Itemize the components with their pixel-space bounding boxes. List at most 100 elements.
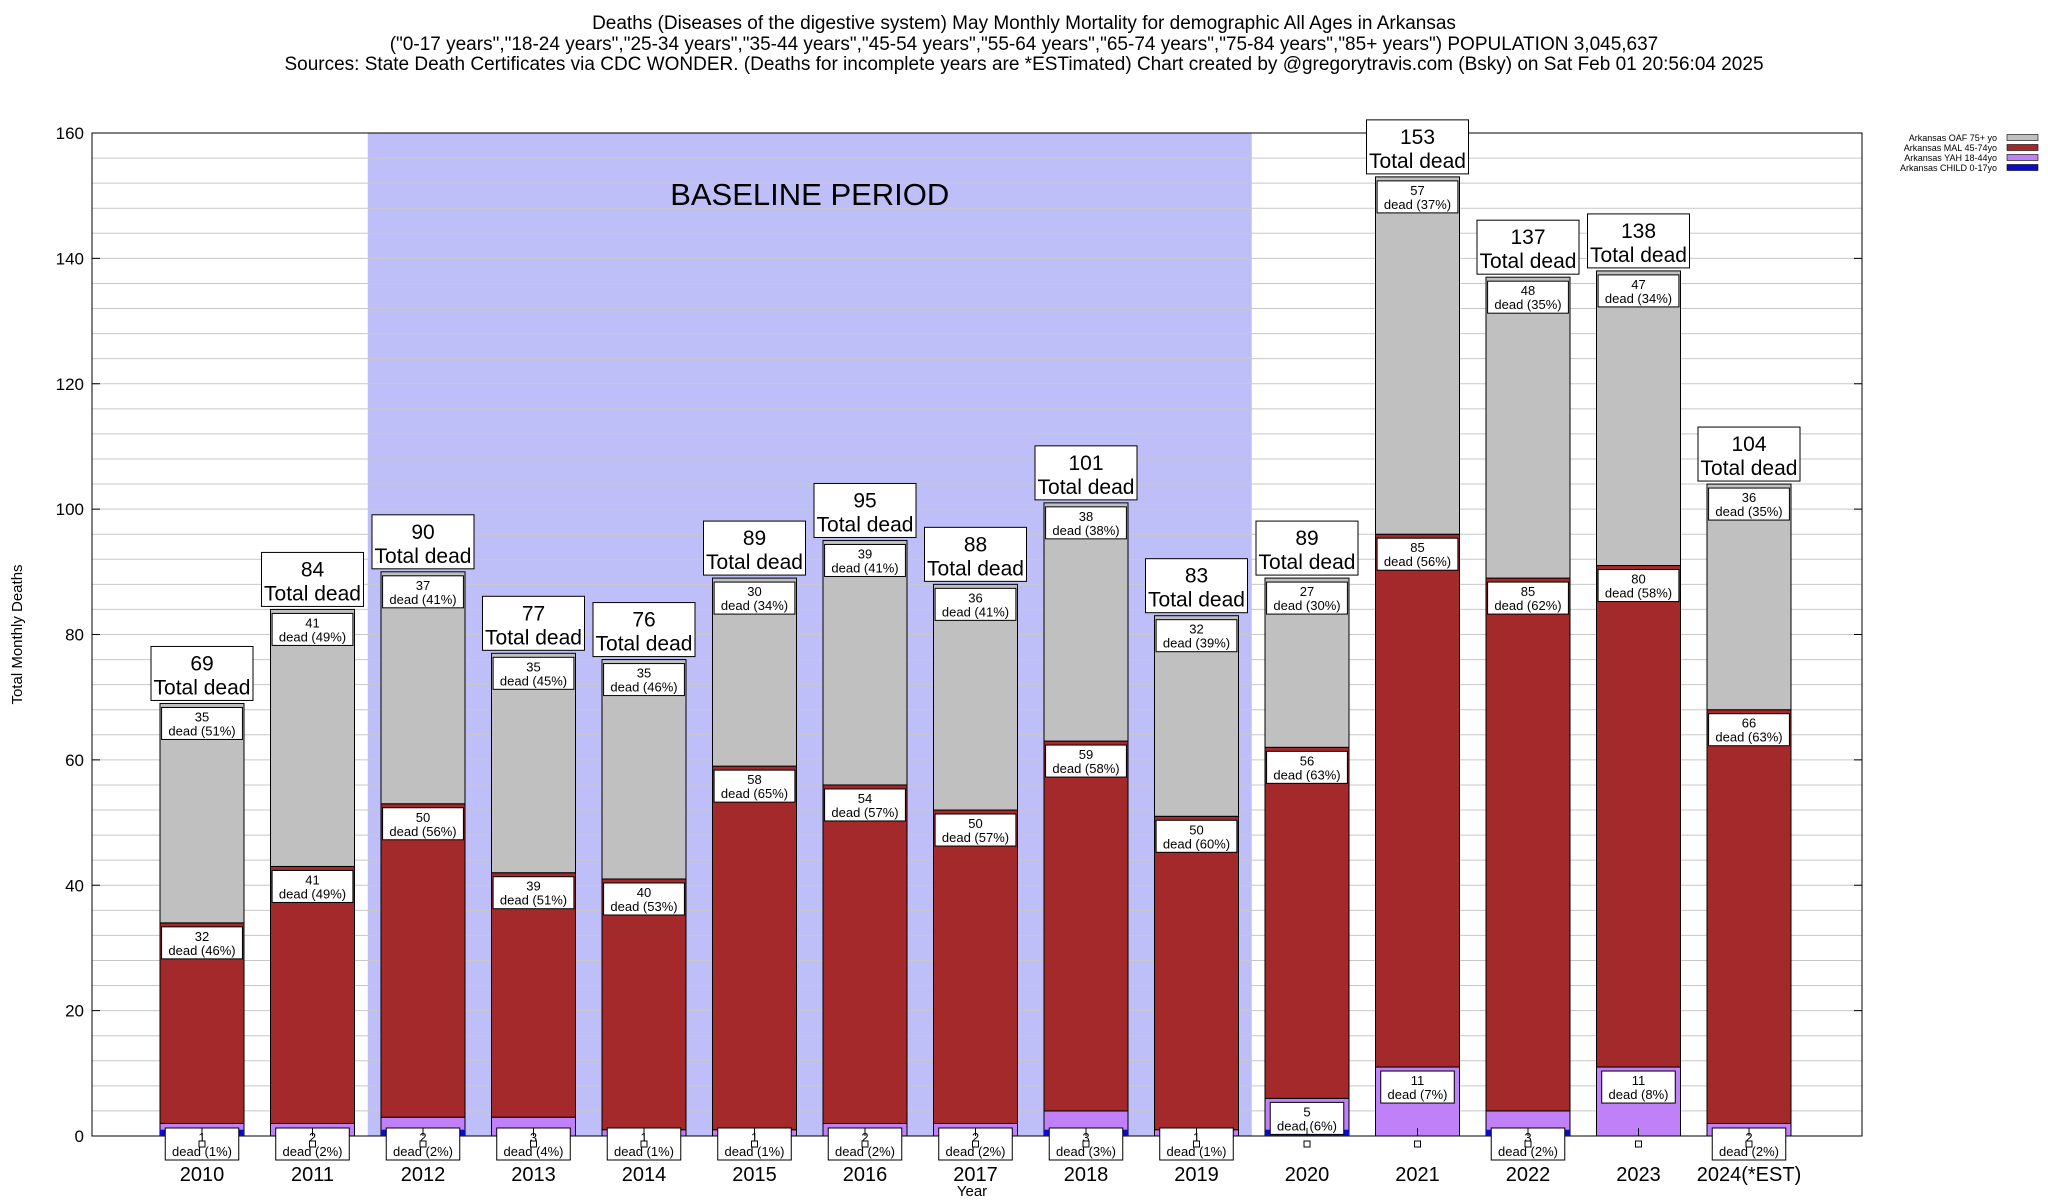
mal-label-count: 32 <box>195 929 209 944</box>
child-marker <box>1635 1140 1642 1148</box>
yah-label-percent: dead (2%) <box>946 1144 1006 1159</box>
bar-segment-oaf <box>1485 276 1571 579</box>
yah-label-percent: dead (2%) <box>283 1144 343 1159</box>
child-marker <box>198 1140 206 1148</box>
total-label-box <box>1034 445 1138 501</box>
yah-label-count: 3 <box>530 1130 537 1145</box>
yah-label-box <box>1380 1070 1455 1104</box>
yah-label-count: 1 <box>198 1130 205 1145</box>
oaf-label-count: 36 <box>968 590 982 605</box>
chart-subtitle-sources: Sources: State Death Certificates via CD… <box>284 54 1764 75</box>
legend-label-mal: Arkansas MAL 45-74yo <box>1904 143 1997 153</box>
yah-label-count: 2 <box>861 1130 868 1145</box>
yah-label-percent: dead (8%) <box>1609 1087 1669 1102</box>
mal-label-percent: dead (53%) <box>610 899 677 914</box>
legend-swatch-child <box>2006 164 2039 171</box>
mal-label-box <box>1376 537 1459 571</box>
mal-label-box <box>824 788 906 822</box>
mal-label-box <box>934 813 1017 847</box>
legend-swatch-mal <box>2006 144 2039 151</box>
bar-segment-mal <box>1596 565 1681 1068</box>
chart-subtitle-age-groups: ("0-17 years","18-24 years","25-34 years… <box>389 34 1659 55</box>
mal-label-percent: dead (51%) <box>500 893 567 908</box>
mal-label-percent: dead (62%) <box>1494 598 1561 613</box>
yah-label-count: 3 <box>1082 1130 1089 1145</box>
bar-segment-mal <box>712 765 797 1131</box>
total-label-count: 89 <box>743 527 766 550</box>
mal-label-box <box>713 769 796 803</box>
y-tick-label: 20 <box>65 1002 84 1021</box>
yah-label-count: 5 <box>1303 1104 1310 1119</box>
child-marker <box>1303 1140 1311 1148</box>
total-label-text: Total dead <box>485 626 582 649</box>
total-label-box <box>592 602 696 658</box>
mal-label-count: 54 <box>858 791 872 806</box>
total-label-count: 77 <box>522 602 545 625</box>
oaf-label-box <box>713 581 796 615</box>
bar-segment-mal <box>1043 740 1129 1112</box>
oaf-label-box <box>161 706 243 740</box>
oaf-label-percent: dead (35%) <box>1494 297 1561 312</box>
child-marker <box>861 1140 869 1148</box>
y-tick-label: 40 <box>65 876 84 895</box>
oaf-label-count: 30 <box>747 584 761 599</box>
y-axis-title: Total Monthly Deaths <box>9 564 26 704</box>
total-label-text: Total dead <box>706 551 803 574</box>
total-label-box <box>924 526 1027 582</box>
mal-label-count: 50 <box>1189 822 1203 837</box>
oaf-label-box <box>1045 506 1127 540</box>
child-marker <box>1082 1140 1090 1148</box>
bar-segment-oaf <box>1043 502 1129 742</box>
total-label-count: 76 <box>632 609 655 632</box>
total-label-count: 83 <box>1185 565 1208 588</box>
mal-label-percent: dead (49%) <box>279 886 346 901</box>
yah-label-percent: dead (1%) <box>725 1144 785 1159</box>
oaf-label-count: 41 <box>305 615 319 630</box>
mal-label-count: 80 <box>1631 572 1645 587</box>
oaf-label-percent: dead (41%) <box>942 604 1009 619</box>
mal-label-count: 85 <box>1410 540 1424 555</box>
mal-label-count: 39 <box>526 879 540 894</box>
oaf-label-box <box>1376 180 1459 214</box>
mal-label-count: 56 <box>1300 753 1314 768</box>
mal-label-box <box>1597 569 1680 603</box>
yah-label-count: 2 <box>1745 1130 1752 1145</box>
total-label-count: 138 <box>1621 220 1656 243</box>
mal-label-box <box>1708 713 1790 747</box>
oaf-label-count: 57 <box>1410 183 1424 198</box>
total-label-count: 95 <box>853 489 876 512</box>
yah-label-count: 2 <box>972 1130 979 1145</box>
x-tick-label: 2014 <box>622 1164 667 1186</box>
yah-label-count: 11 <box>1632 1073 1646 1088</box>
total-label-text: Total dead <box>1259 551 1356 574</box>
bar-segment-oaf <box>822 539 908 786</box>
oaf-label-percent: dead (49%) <box>279 629 346 644</box>
mal-label-percent: dead (60%) <box>1163 836 1230 851</box>
x-tick-label: 2024(*EST) <box>1697 1164 1802 1186</box>
mal-label-box <box>603 882 685 916</box>
yah-label-percent: dead (1%) <box>1167 1144 1227 1159</box>
x-tick-label: 2010 <box>180 1164 225 1186</box>
x-tick-label: 2020 <box>1285 1164 1330 1186</box>
yah-label-count: 2 <box>309 1130 316 1145</box>
oaf-label-box <box>1597 274 1680 308</box>
total-label-box <box>1255 520 1359 576</box>
mal-label-percent: dead (58%) <box>1052 761 1119 776</box>
x-tick-label: 2018 <box>1064 1164 1109 1186</box>
total-label-count: 89 <box>1295 527 1318 550</box>
total-label-box <box>703 520 806 576</box>
total-label-text: Total dead <box>264 582 361 605</box>
yah-label-count: 11 <box>1411 1073 1425 1088</box>
mal-label-count: 50 <box>968 816 982 831</box>
oaf-label-count: 39 <box>858 546 872 561</box>
mal-label-percent: dead (63%) <box>1715 730 1782 745</box>
total-label-text: Total dead <box>1148 589 1245 612</box>
oaf-label-count: 48 <box>1521 283 1535 298</box>
child-marker <box>1745 1140 1753 1148</box>
y-tick-label: 100 <box>56 500 84 519</box>
oaf-label-box <box>824 543 906 577</box>
mal-label-percent: dead (56%) <box>1384 554 1451 569</box>
x-tick-label: 2017 <box>953 1164 998 1186</box>
total-label-box <box>1587 213 1690 269</box>
